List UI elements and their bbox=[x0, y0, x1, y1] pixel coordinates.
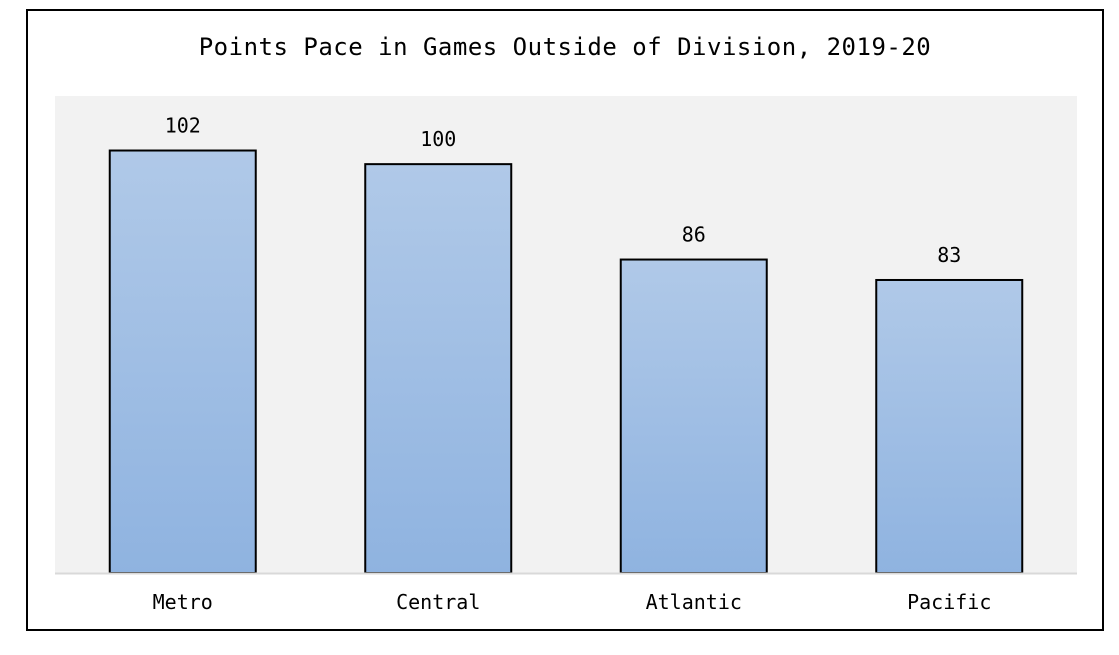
x-tick-label-metro: Metro bbox=[153, 590, 213, 614]
bar-metro bbox=[108, 149, 257, 574]
data-label-metro: 102 bbox=[165, 114, 201, 138]
data-label-central: 100 bbox=[420, 127, 456, 151]
x-tick-label-atlantic: Atlantic bbox=[646, 590, 742, 614]
x-tick-label-central: Central bbox=[396, 590, 480, 614]
data-label-atlantic: 86 bbox=[682, 223, 706, 247]
chart-title: Points Pace in Games Outside of Division… bbox=[198, 33, 932, 61]
x-tick-label-pacific: Pacific bbox=[907, 590, 991, 614]
data-label-pacific: 83 bbox=[937, 243, 961, 267]
bar-central bbox=[364, 163, 513, 574]
bar-pacific bbox=[875, 278, 1024, 574]
bar-atlantic bbox=[619, 258, 768, 574]
